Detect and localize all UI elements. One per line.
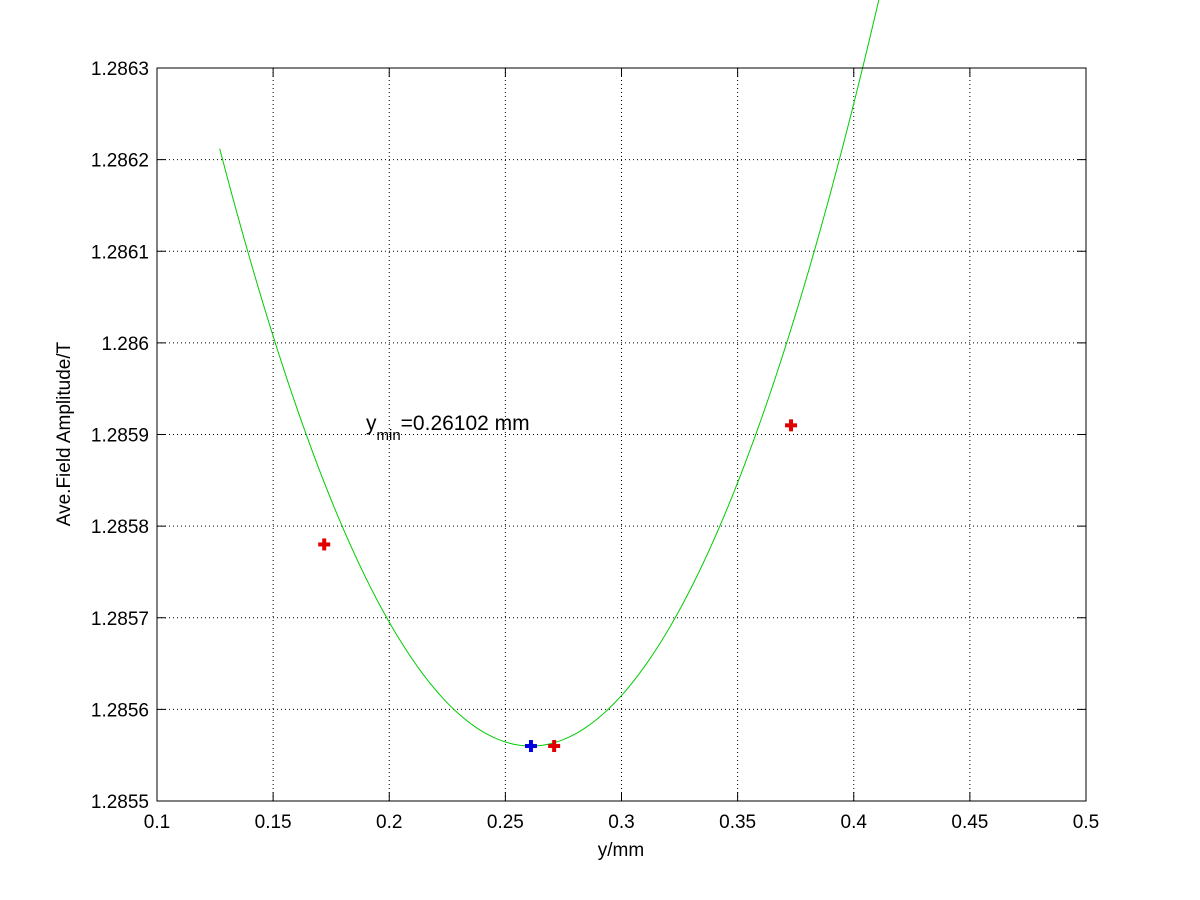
y-tick-label: 1.2858 [91, 517, 149, 538]
ticks [156, 67, 1087, 802]
y-tick-label: 1.286 [101, 334, 149, 355]
y-tick-label: 1.2862 [91, 151, 149, 172]
y-tick-label: 1.2861 [91, 242, 149, 263]
x-tick-label: 0.4 [841, 812, 868, 833]
minimum-point [524, 740, 537, 753]
measured-point [318, 538, 331, 551]
x-tick-label: 0.1 [144, 812, 170, 833]
y-tick-label: 1.2855 [91, 792, 149, 813]
grid [157, 68, 1086, 801]
x-tick-label: 0.45 [951, 812, 988, 833]
plot-area [156, 0, 1087, 802]
x-tick-label: 0.2 [376, 812, 402, 833]
tick-labels: 0.1 0.15 0.2 0.25 0.3 0.35 0.4 0.45 0.5 1.2855 1.2… [91, 59, 1099, 833]
x-axis-label: y/mm [598, 840, 644, 861]
measured-point [548, 740, 561, 753]
x-tick-label: 0.5 [1073, 812, 1099, 833]
y-tick-label: 1.2857 [91, 609, 149, 630]
y-tick-label: 1.2863 [91, 59, 149, 80]
annotation-value: =0.26102 mm [401, 412, 530, 435]
annotation-subscript: min [377, 427, 401, 444]
measured-point [785, 419, 798, 432]
x-tick-label: 0.25 [487, 812, 524, 833]
annotation-base: y [366, 412, 377, 435]
y-tick-label: 1.2859 [91, 426, 149, 447]
annotation-ymin: ymin=0.26102 mm [366, 412, 530, 444]
y-tick-label: 1.2856 [91, 700, 149, 721]
x-tick-label: 0.3 [608, 812, 634, 833]
x-tick-label: 0.15 [255, 812, 292, 833]
x-tick-label: 0.35 [719, 812, 756, 833]
markers [318, 419, 798, 753]
y-axis-label: Ave.Field Amplitude/T [54, 341, 75, 526]
